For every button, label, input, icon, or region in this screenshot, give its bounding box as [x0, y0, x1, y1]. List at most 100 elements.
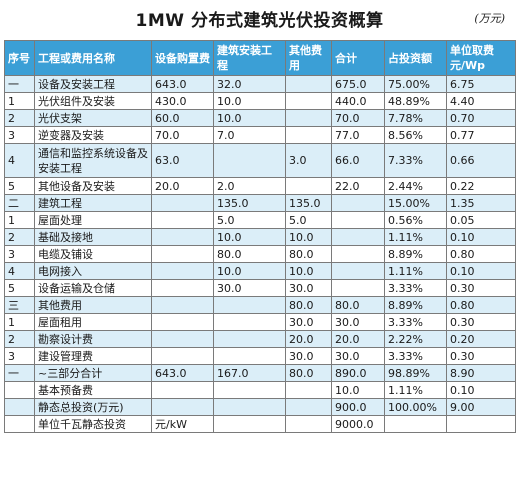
cell-col-equipment: [151, 279, 214, 297]
cell-col-no: 3: [4, 347, 35, 365]
cell-col-construction: 2.0: [213, 177, 286, 195]
cell-col-no: 5: [4, 177, 35, 195]
table-row: 1 光伏组件及安装 430.0 10.0 440.0 48.89% 4.40: [4, 92, 516, 110]
table-row: 4 通信和监控系统设备及安装工程 63.0 3.0 66.0 7.33% 0.66: [4, 143, 516, 178]
unit-label: (万元): [474, 12, 505, 25]
cell-col-equipment: [151, 398, 214, 416]
cell-col-no: 3: [4, 126, 35, 144]
cell-col-equipment: [151, 330, 214, 348]
cell-col-no: 5: [4, 279, 35, 297]
cell-col-share: 1.11%: [384, 262, 447, 280]
cell-col-construction: [213, 330, 286, 348]
cell-col-name: 单位千瓦静态投资: [34, 415, 152, 433]
cell-col-construction: 10.0: [213, 92, 286, 110]
cell-col-name: 设备运输及仓储: [34, 279, 152, 297]
cell-col-other: 80.0: [285, 245, 332, 263]
cell-col-name: 基础及接地: [34, 228, 152, 246]
cell-col-no: 2: [4, 228, 35, 246]
cell-col-unit-cost: 6.75: [446, 75, 516, 93]
header-col-share: 占投资额: [384, 40, 447, 76]
cell-col-name: 通信和监控系统设备及安装工程: [34, 143, 152, 178]
cell-col-unit-cost: 0.77: [446, 126, 516, 144]
cell-col-total: 890.0: [331, 364, 385, 382]
table-row: 单位千瓦静态投资 元/kW 9000.0: [4, 415, 516, 433]
cell-col-no: 2: [4, 109, 35, 127]
cell-col-unit-cost: 0.66: [446, 143, 516, 178]
cell-col-total: [331, 211, 385, 229]
cell-col-equipment: [151, 296, 214, 314]
cell-col-construction: 80.0: [213, 245, 286, 263]
cell-col-construction: [213, 296, 286, 314]
cell-col-total: [331, 194, 385, 212]
cell-col-construction: [213, 398, 286, 416]
cell-col-share: 1.11%: [384, 228, 447, 246]
cell-col-share: 2.22%: [384, 330, 447, 348]
cell-col-no: [4, 381, 35, 399]
cell-col-name: 电网接入: [34, 262, 152, 280]
cell-col-other: [285, 381, 332, 399]
cell-col-no: 4: [4, 262, 35, 280]
cell-col-share: [384, 415, 447, 433]
cell-col-name: 基本预备费: [34, 381, 152, 399]
table-row: 2 光伏支架 60.0 10.0 70.0 7.78% 0.70: [4, 109, 516, 127]
header-col-no: 序号: [4, 40, 35, 76]
cell-col-total: 77.0: [331, 126, 385, 144]
table-row: 三其他费用 80.0 80.0 8.89% 0.80: [4, 296, 516, 314]
cell-col-total: 675.0: [331, 75, 385, 93]
cell-col-unit-cost: 0.10: [446, 262, 516, 280]
cell-col-unit-cost: 8.90: [446, 364, 516, 382]
cell-col-construction: 10.0: [213, 109, 286, 127]
cell-col-name: 光伏支架: [34, 109, 152, 127]
cell-col-no: 一: [4, 364, 35, 382]
cell-col-name: 建筑工程: [34, 194, 152, 212]
cell-col-unit-cost: 0.30: [446, 313, 516, 331]
cell-col-unit-cost: 9.00: [446, 398, 516, 416]
cell-col-other: [285, 109, 332, 127]
cell-col-name: 屋面租用: [34, 313, 152, 331]
table-header-row: 序号 工程或费用名称 设备购置费 建筑安装工程 其他费用 合计 占投资额 单位取费元/Wp: [4, 40, 516, 76]
cell-col-unit-cost: 0.80: [446, 245, 516, 263]
cell-col-unit-cost: 0.22: [446, 177, 516, 195]
cell-col-name: 其他设备及安装: [34, 177, 152, 195]
cell-col-share: 15.00%: [384, 194, 447, 212]
cell-col-share: 8.56%: [384, 126, 447, 144]
cell-col-no: 2: [4, 330, 35, 348]
cell-col-equipment: [151, 381, 214, 399]
cell-col-total: 80.0: [331, 296, 385, 314]
cell-col-share: 7.78%: [384, 109, 447, 127]
cell-col-share: 75.00%: [384, 75, 447, 93]
cell-col-other: [285, 92, 332, 110]
cell-col-no: 一: [4, 75, 35, 93]
cell-col-unit-cost: 0.10: [446, 228, 516, 246]
cell-col-no: 三: [4, 296, 35, 314]
cell-col-no: [4, 415, 35, 433]
table-row: 3 建设管理费 30.0 30.0 3.33% 0.30: [4, 347, 516, 365]
cell-col-equipment: [151, 194, 214, 212]
cell-col-name: 设备及安装工程: [34, 75, 152, 93]
cell-col-construction: 30.0: [213, 279, 286, 297]
cell-col-other: 10.0: [285, 262, 332, 280]
cell-col-equipment: 60.0: [151, 109, 214, 127]
cell-col-total: 900.0: [331, 398, 385, 416]
cell-col-total: [331, 228, 385, 246]
cell-col-name: ~三部分合计: [34, 364, 152, 382]
cell-col-equipment: 20.0: [151, 177, 214, 195]
cell-col-unit-cost: 0.70: [446, 109, 516, 127]
cell-col-share: 2.44%: [384, 177, 447, 195]
cell-col-construction: [213, 313, 286, 331]
cell-col-unit-cost: 1.35: [446, 194, 516, 212]
header-col-unit-cost: 单位取费元/Wp: [446, 40, 516, 76]
cell-col-other: [285, 177, 332, 195]
cell-col-equipment: [151, 245, 214, 263]
header-col-construction: 建筑安装工程: [213, 40, 286, 76]
cell-col-equipment: 643.0: [151, 364, 214, 382]
cell-col-construction: 10.0: [213, 228, 286, 246]
cell-col-construction: 7.0: [213, 126, 286, 144]
cell-col-total: 20.0: [331, 330, 385, 348]
cell-col-name: 屋面处理: [34, 211, 152, 229]
cell-col-no: 1: [4, 92, 35, 110]
cell-col-other: 3.0: [285, 143, 332, 178]
cell-col-total: 30.0: [331, 313, 385, 331]
cell-col-unit-cost: [446, 415, 516, 433]
